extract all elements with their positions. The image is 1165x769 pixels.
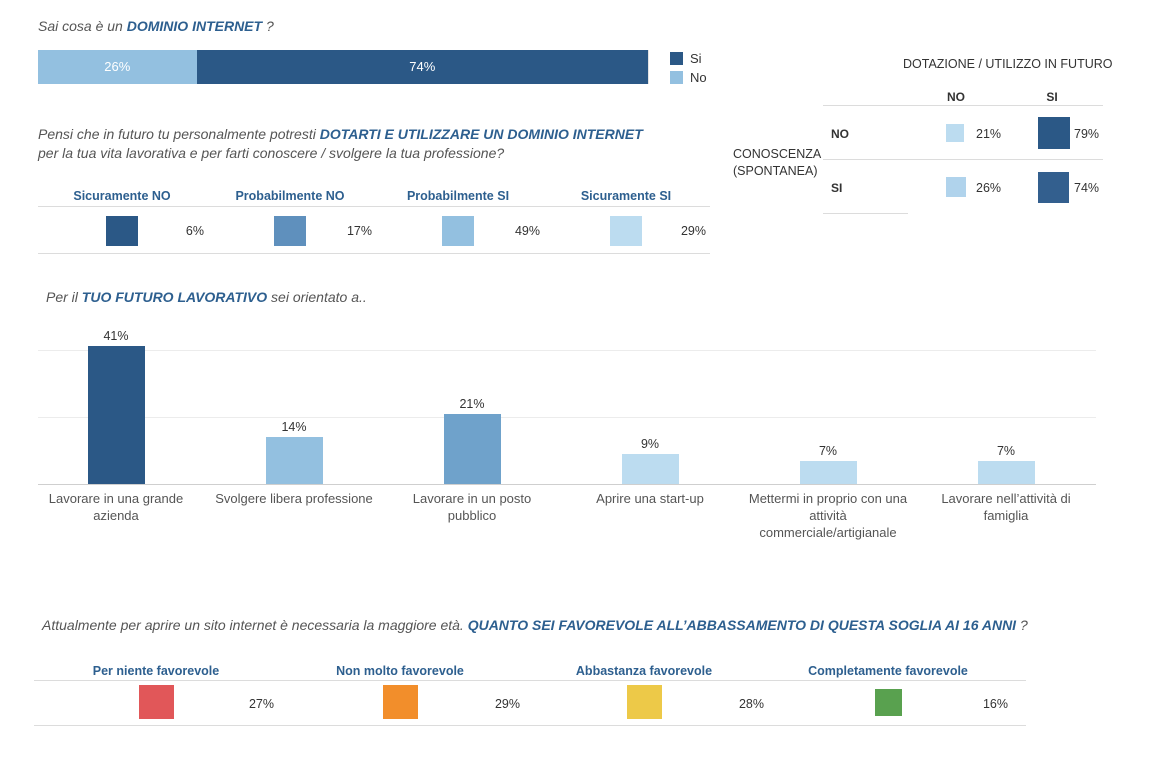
crosstab-cell-si-si-swatch xyxy=(1038,172,1069,203)
crosstab-col-si: SI xyxy=(1046,90,1058,104)
q2-value-0: 6% xyxy=(185,224,204,238)
q4-value-0: 27% xyxy=(248,697,274,711)
q2-header-3: Sicuramente SI xyxy=(580,189,672,203)
q3-category-label-1: Svolgere libera professione xyxy=(209,490,379,507)
q1-gridline xyxy=(648,50,649,84)
q3-bar-5 xyxy=(977,460,1035,484)
q1-segment-si: 74% xyxy=(196,50,648,84)
q3-bar-3 xyxy=(621,453,679,484)
q2-value-2: 49% xyxy=(514,224,540,238)
q1-segment-no: 26% xyxy=(38,50,197,84)
q2-swatch-1 xyxy=(274,216,306,246)
q3-bar-value-0: 41% xyxy=(103,329,129,344)
q3-bar-4 xyxy=(799,460,857,484)
q3-category-label-line: Mettermi in proprio con una xyxy=(748,491,908,506)
crosstab-divider-top xyxy=(823,105,1103,106)
q3-bar-value-2: 21% xyxy=(459,396,485,411)
q4-swatch-3 xyxy=(875,689,902,716)
q4-divider-top xyxy=(34,680,1026,681)
q2-divider-bottom xyxy=(38,253,710,254)
legend-swatch-no xyxy=(670,71,683,84)
legend-label-no: No xyxy=(690,70,707,85)
q2-title-line2: per la tua vita lavorativa e per farti c… xyxy=(38,145,505,161)
q2-title-line1: Pensi che in futuro tu personalmente pot… xyxy=(38,126,643,142)
q3-category-label-line: Lavorare nell’attività di xyxy=(941,491,1071,506)
q2-swatch-2 xyxy=(442,216,474,246)
q3-category-label-2: Lavorare in un posto pubblico xyxy=(387,490,557,524)
q3-baseline xyxy=(38,484,1096,485)
crosstab-cell-no-no-value: 21% xyxy=(976,127,1002,141)
q2-title: Pensi che in futuro tu personalmente pot… xyxy=(38,125,643,163)
q2-swatch-3 xyxy=(610,216,642,246)
crosstab-row-label-no: NO xyxy=(831,127,849,141)
q2-swatch-0 xyxy=(106,216,138,246)
q3-category-label-line: Lavorare in un posto pubblico xyxy=(412,491,532,523)
crosstab-cell-no-no-swatch xyxy=(946,124,964,142)
crosstab-title: DOTAZIONE / UTILIZZO IN FUTURO xyxy=(903,57,1113,71)
q3-bar-chart: 41% 14% 21% 9% 7% 7% Lavorare in una grande az… xyxy=(38,320,1096,550)
q4-swatch-2 xyxy=(627,685,662,719)
crosstab-cell-no-si-swatch xyxy=(1038,117,1070,149)
q4-divider-bottom xyxy=(34,725,1026,726)
q1-title: Sai cosa è un DOMINIO INTERNET ? xyxy=(38,18,274,34)
q2-header-0: Sicuramente NO xyxy=(73,189,171,203)
q3-category-label-line: attività xyxy=(809,508,847,523)
crosstab-cell-si-no-value: 26% xyxy=(976,181,1002,195)
q2-divider-top xyxy=(38,206,710,207)
crosstab-cell-si-si-value: 74% xyxy=(1074,181,1100,195)
q4-header-2: Abbastanza favorevole xyxy=(575,664,713,678)
q3-category-label-line: Lavorare in una grande xyxy=(48,491,184,506)
q3-title: Per il TUO FUTURO LAVORATIVO sei orienta… xyxy=(46,289,367,305)
crosstab-row-label-si: SI xyxy=(831,181,843,195)
q4-header-1: Non molto favorevole xyxy=(336,664,464,678)
q3-gridline xyxy=(38,350,1096,351)
q4-table: Per niente favorevole Non molto favorevo… xyxy=(34,664,1026,726)
q1-stacked-bar: 26% 74% xyxy=(38,50,649,84)
crosstab-row-header-line1: CONOSCENZA xyxy=(733,147,822,161)
q3-category-label-line: commerciale/artigianale xyxy=(759,525,897,540)
crosstab-cell-si-no-swatch xyxy=(946,177,966,197)
legend-swatch-si xyxy=(670,52,683,65)
q1-segment-label: 26% xyxy=(104,59,131,74)
q4-title: Attualmente per aprire un sito internet … xyxy=(42,617,1028,633)
q3-category-label-3: Aprire una start-up xyxy=(565,490,735,507)
crosstab-col-no: NO xyxy=(947,90,965,104)
q3-category-label-4: Mettermi in proprio con una attività comme… xyxy=(743,490,913,541)
q3-bar-value-5: 7% xyxy=(996,443,1016,458)
q2-header-1: Probabilmente NO xyxy=(235,189,345,203)
q3-category-label-5: Lavorare nell’attività di famiglia xyxy=(921,490,1091,524)
q1-segment-label: 74% xyxy=(409,59,436,74)
q2-header-2: Probabilmente SI xyxy=(406,189,510,203)
q3-bar-value-4: 7% xyxy=(818,443,838,458)
q3-bar-2 xyxy=(443,413,501,484)
q4-value-1: 29% xyxy=(494,697,520,711)
crosstab-cell-no-si-value: 79% xyxy=(1074,127,1100,141)
q3-bar-0 xyxy=(87,346,145,484)
q2-value-1: 17% xyxy=(346,224,372,238)
crosstab-row-header-line2: (SPONTANEA) xyxy=(733,164,818,178)
q3-category-label-line: famiglia xyxy=(983,508,1029,523)
q3-category-label-line: Aprire una start-up xyxy=(596,491,704,506)
q4-header-0: Per niente favorevole xyxy=(92,664,220,678)
q4-swatch-0 xyxy=(139,685,174,719)
q3-bar-value-1: 14% xyxy=(281,420,307,435)
crosstab-row-header: CONOSCENZA (SPONTANEA) xyxy=(733,146,821,180)
q4-swatch-1 xyxy=(383,685,418,719)
q3-category-label-line: Svolgere libera professione xyxy=(215,491,373,506)
q3-gridline xyxy=(38,417,1096,418)
q4-value-3: 16% xyxy=(982,697,1008,711)
q3-bar-value-3: 9% xyxy=(640,436,660,451)
q3-category-label-0: Lavorare in una grande azienda xyxy=(31,490,201,524)
crosstab-divider-bottom xyxy=(823,213,908,214)
q3-bar-1 xyxy=(265,437,323,484)
q4-header-3: Completamente favorevole xyxy=(808,664,968,678)
crosstab-divider-mid xyxy=(823,159,1103,160)
q4-value-2: 28% xyxy=(738,697,764,711)
q3-category-label-line: azienda xyxy=(93,508,139,523)
q2-table: Sicuramente NO Probabilmente NO Probabil… xyxy=(38,189,710,254)
q2-value-3: 29% xyxy=(680,224,706,238)
legend-label-si: Si xyxy=(690,51,702,66)
